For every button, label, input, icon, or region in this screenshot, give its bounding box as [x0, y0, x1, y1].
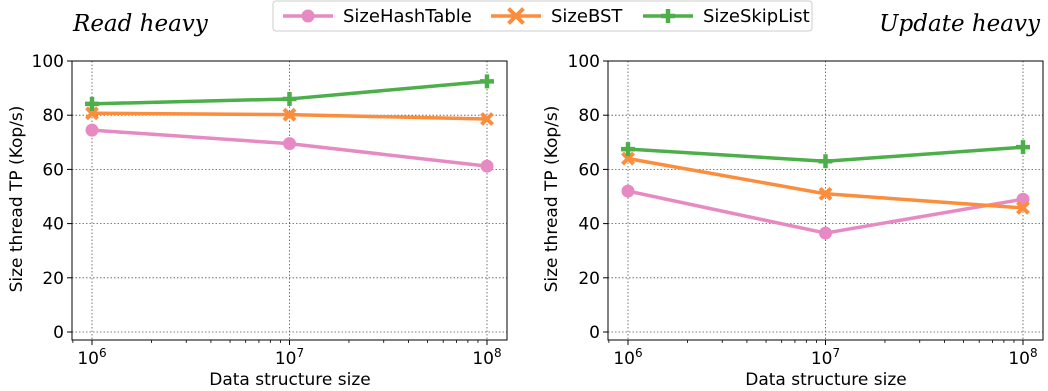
x-tick-label: 108	[1008, 346, 1037, 369]
data-point-sizehashtable	[621, 184, 635, 198]
legend-label-sizeskiplist: SizeSkipList	[703, 6, 810, 27]
x-tick-label-base: 10	[275, 349, 297, 369]
y-tick-label: 100	[32, 52, 64, 72]
y-tick-label: 0	[589, 323, 600, 343]
data-point-sizeskiplist	[1016, 140, 1030, 155]
data-point-sizeskiplist	[621, 142, 635, 157]
y-tick-label: 60	[42, 160, 64, 180]
legend-label-sizebst: SizeBST	[551, 6, 623, 27]
data-point-sizebst	[818, 186, 833, 201]
chart-title: Read heavy	[72, 11, 209, 37]
legend: SizeHashTable SizeBST SizeSkipList	[272, 0, 813, 32]
legend-frame	[272, 0, 813, 32]
legend-marker-sizehashtable	[301, 9, 315, 23]
x-tick-label-base: 10	[77, 349, 99, 369]
x-tick-label-exponent: 6	[635, 346, 643, 360]
y-axis-label: Size thread TP (Kop/s)	[7, 106, 27, 293]
y-tick-label: 20	[578, 269, 600, 289]
x-tick-label: 108	[472, 346, 501, 369]
y-tick-label: 60	[578, 160, 600, 180]
data-point-sizehashtable	[480, 159, 494, 173]
data-point-sizeskiplist	[85, 96, 99, 111]
chart-read-heavy: Read heavy Size thread TP (Kop/s) Data s…	[7, 11, 508, 390]
x-tick-label: 106	[613, 346, 642, 369]
axes-frame	[71, 60, 508, 341]
x-tick-label-exponent: 7	[833, 346, 841, 360]
x-tick-label-base: 10	[613, 349, 635, 369]
data-point-sizeskiplist	[480, 74, 494, 89]
data-point-sizebst	[621, 151, 635, 166]
data-point-sizebst	[480, 112, 494, 126]
x-tick-label: 107	[275, 346, 304, 369]
x-axis-label: Data structure size	[209, 370, 371, 390]
y-tick-label: 40	[578, 215, 600, 235]
data-point-sizehashtable	[819, 226, 832, 240]
legend-item-sizehashtable: SizeHashTable	[283, 6, 472, 27]
legend-label-sizehashtable: SizeHashTable	[343, 6, 472, 27]
x-tick-label-base: 10	[1008, 349, 1030, 369]
legend-item-sizeskiplist: SizeSkipList	[643, 6, 810, 27]
y-axis-label: Size thread TP (Kop/s)	[542, 106, 562, 293]
data-point-sizebst	[1016, 200, 1030, 215]
chart-title: Update heavy	[879, 11, 1041, 37]
x-tick-label-exponent: 8	[1030, 346, 1038, 360]
x-tick-label-exponent: 8	[494, 346, 502, 360]
legend-marker-sizebst	[507, 7, 525, 25]
data-point-sizebst	[85, 106, 99, 121]
data-point-sizeskiplist	[818, 154, 833, 169]
x-tick-label-exponent: 6	[99, 346, 107, 360]
chart-update-heavy: Update heavy Size thread TP (Kop/s) Data…	[542, 11, 1044, 390]
x-tick-label: 107	[811, 346, 840, 369]
data-point-sizehashtable	[85, 123, 99, 137]
y-tick-label: 0	[53, 323, 64, 343]
data-point-sizebst	[282, 107, 297, 122]
y-tick-label: 80	[578, 106, 600, 126]
data-point-sizeskiplist	[282, 91, 297, 106]
x-tick-label-base: 10	[472, 349, 494, 369]
y-tick-label: 20	[42, 269, 64, 289]
x-tick-label-base: 10	[811, 349, 833, 369]
legend-item-sizebst: SizeBST	[491, 6, 623, 27]
y-tick-label: 40	[42, 215, 64, 235]
x-axis-label: Data structure size	[745, 370, 907, 390]
y-tick-label: 80	[42, 106, 64, 126]
x-tick-label-exponent: 7	[297, 346, 305, 360]
x-tick-label: 106	[77, 346, 106, 369]
y-tick-label: 100	[568, 52, 600, 72]
axes-frame	[607, 60, 1044, 341]
data-point-sizehashtable	[283, 137, 296, 151]
legend-marker-sizeskiplist	[661, 9, 675, 23]
